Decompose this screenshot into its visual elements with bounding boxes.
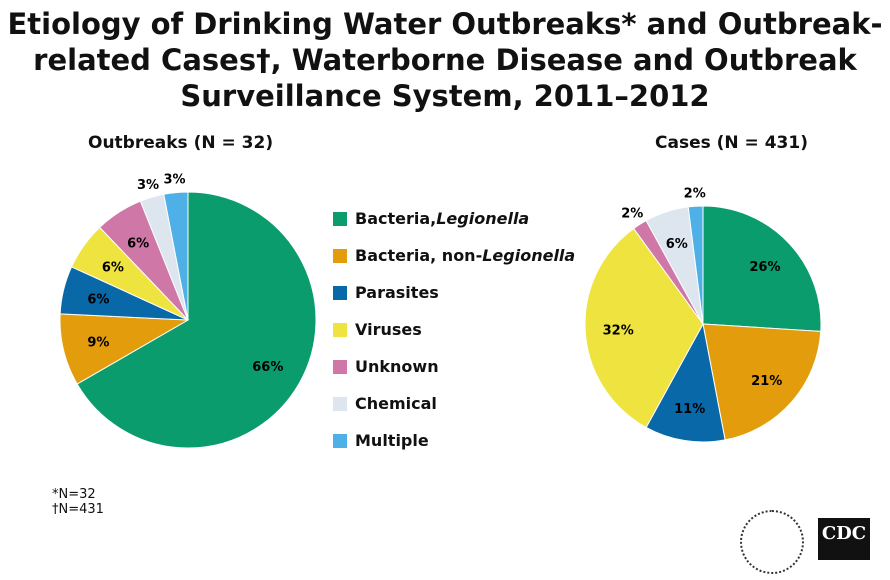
legend-item: Unknown	[333, 357, 439, 376]
legend-swatch	[333, 322, 347, 337]
legend-item: Bacteria, non- Legionella	[333, 246, 575, 265]
legend-label: Bacteria,	[355, 209, 437, 228]
legend-item: Bacteria, Legionella	[333, 209, 529, 228]
legend-swatch	[333, 285, 347, 300]
legend-swatch	[333, 211, 347, 226]
footnote-outbreaks: *N=32	[52, 487, 96, 502]
legend-label: Multiple	[355, 431, 429, 450]
pie-slice	[163, 191, 189, 321]
legend-label: Viruses	[355, 320, 422, 339]
data-label: 11%	[674, 402, 705, 417]
legend-swatch	[333, 359, 347, 374]
data-label: 26%	[749, 260, 780, 275]
data-label: 66%	[252, 360, 283, 375]
data-label: 3%	[137, 178, 159, 193]
legend-item: Viruses	[333, 320, 422, 339]
data-label: 3%	[163, 173, 185, 188]
legend-label: Chemical	[355, 394, 437, 413]
legend-item: Parasites	[333, 283, 439, 302]
data-label: 21%	[751, 374, 782, 389]
legend-label-italic: Legionella	[482, 246, 576, 265]
legend-swatch	[333, 396, 347, 411]
data-label: 6%	[127, 236, 149, 251]
pie-slice	[76, 191, 317, 449]
data-label: 6%	[666, 237, 688, 252]
cdc-logo: CDC	[818, 518, 870, 560]
chart-title: Etiology of Drinking Water Outbreaks* an…	[7, 7, 883, 113]
pie-slice	[584, 227, 704, 429]
legend-swatch	[333, 433, 347, 448]
pie-slice	[645, 322, 726, 443]
pie-slice	[702, 323, 822, 441]
pie-slice	[687, 205, 704, 325]
legend-label: Unknown	[355, 357, 439, 376]
data-label: 6%	[102, 261, 124, 276]
legend-item: Multiple	[333, 431, 429, 450]
data-label: 2%	[621, 207, 643, 222]
data-label: 6%	[87, 292, 109, 307]
data-label: 32%	[603, 323, 634, 338]
legend-item: Chemical	[333, 394, 437, 413]
pie-slice	[702, 205, 822, 332]
cases-pie-title: Cases (N = 431)	[655, 133, 808, 153]
data-label: 2%	[684, 186, 706, 201]
legend-label-italic: Legionella	[436, 209, 530, 228]
outbreaks-pie-title: Outbreaks (N = 32)	[88, 133, 274, 153]
data-label: 9%	[87, 336, 109, 351]
legend-swatch	[333, 248, 347, 263]
hhs-logo	[740, 510, 804, 574]
footnote-cases: †N=431	[52, 502, 104, 517]
legend-label: Parasites	[355, 283, 439, 302]
legend-label: Bacteria, non-	[355, 246, 483, 265]
